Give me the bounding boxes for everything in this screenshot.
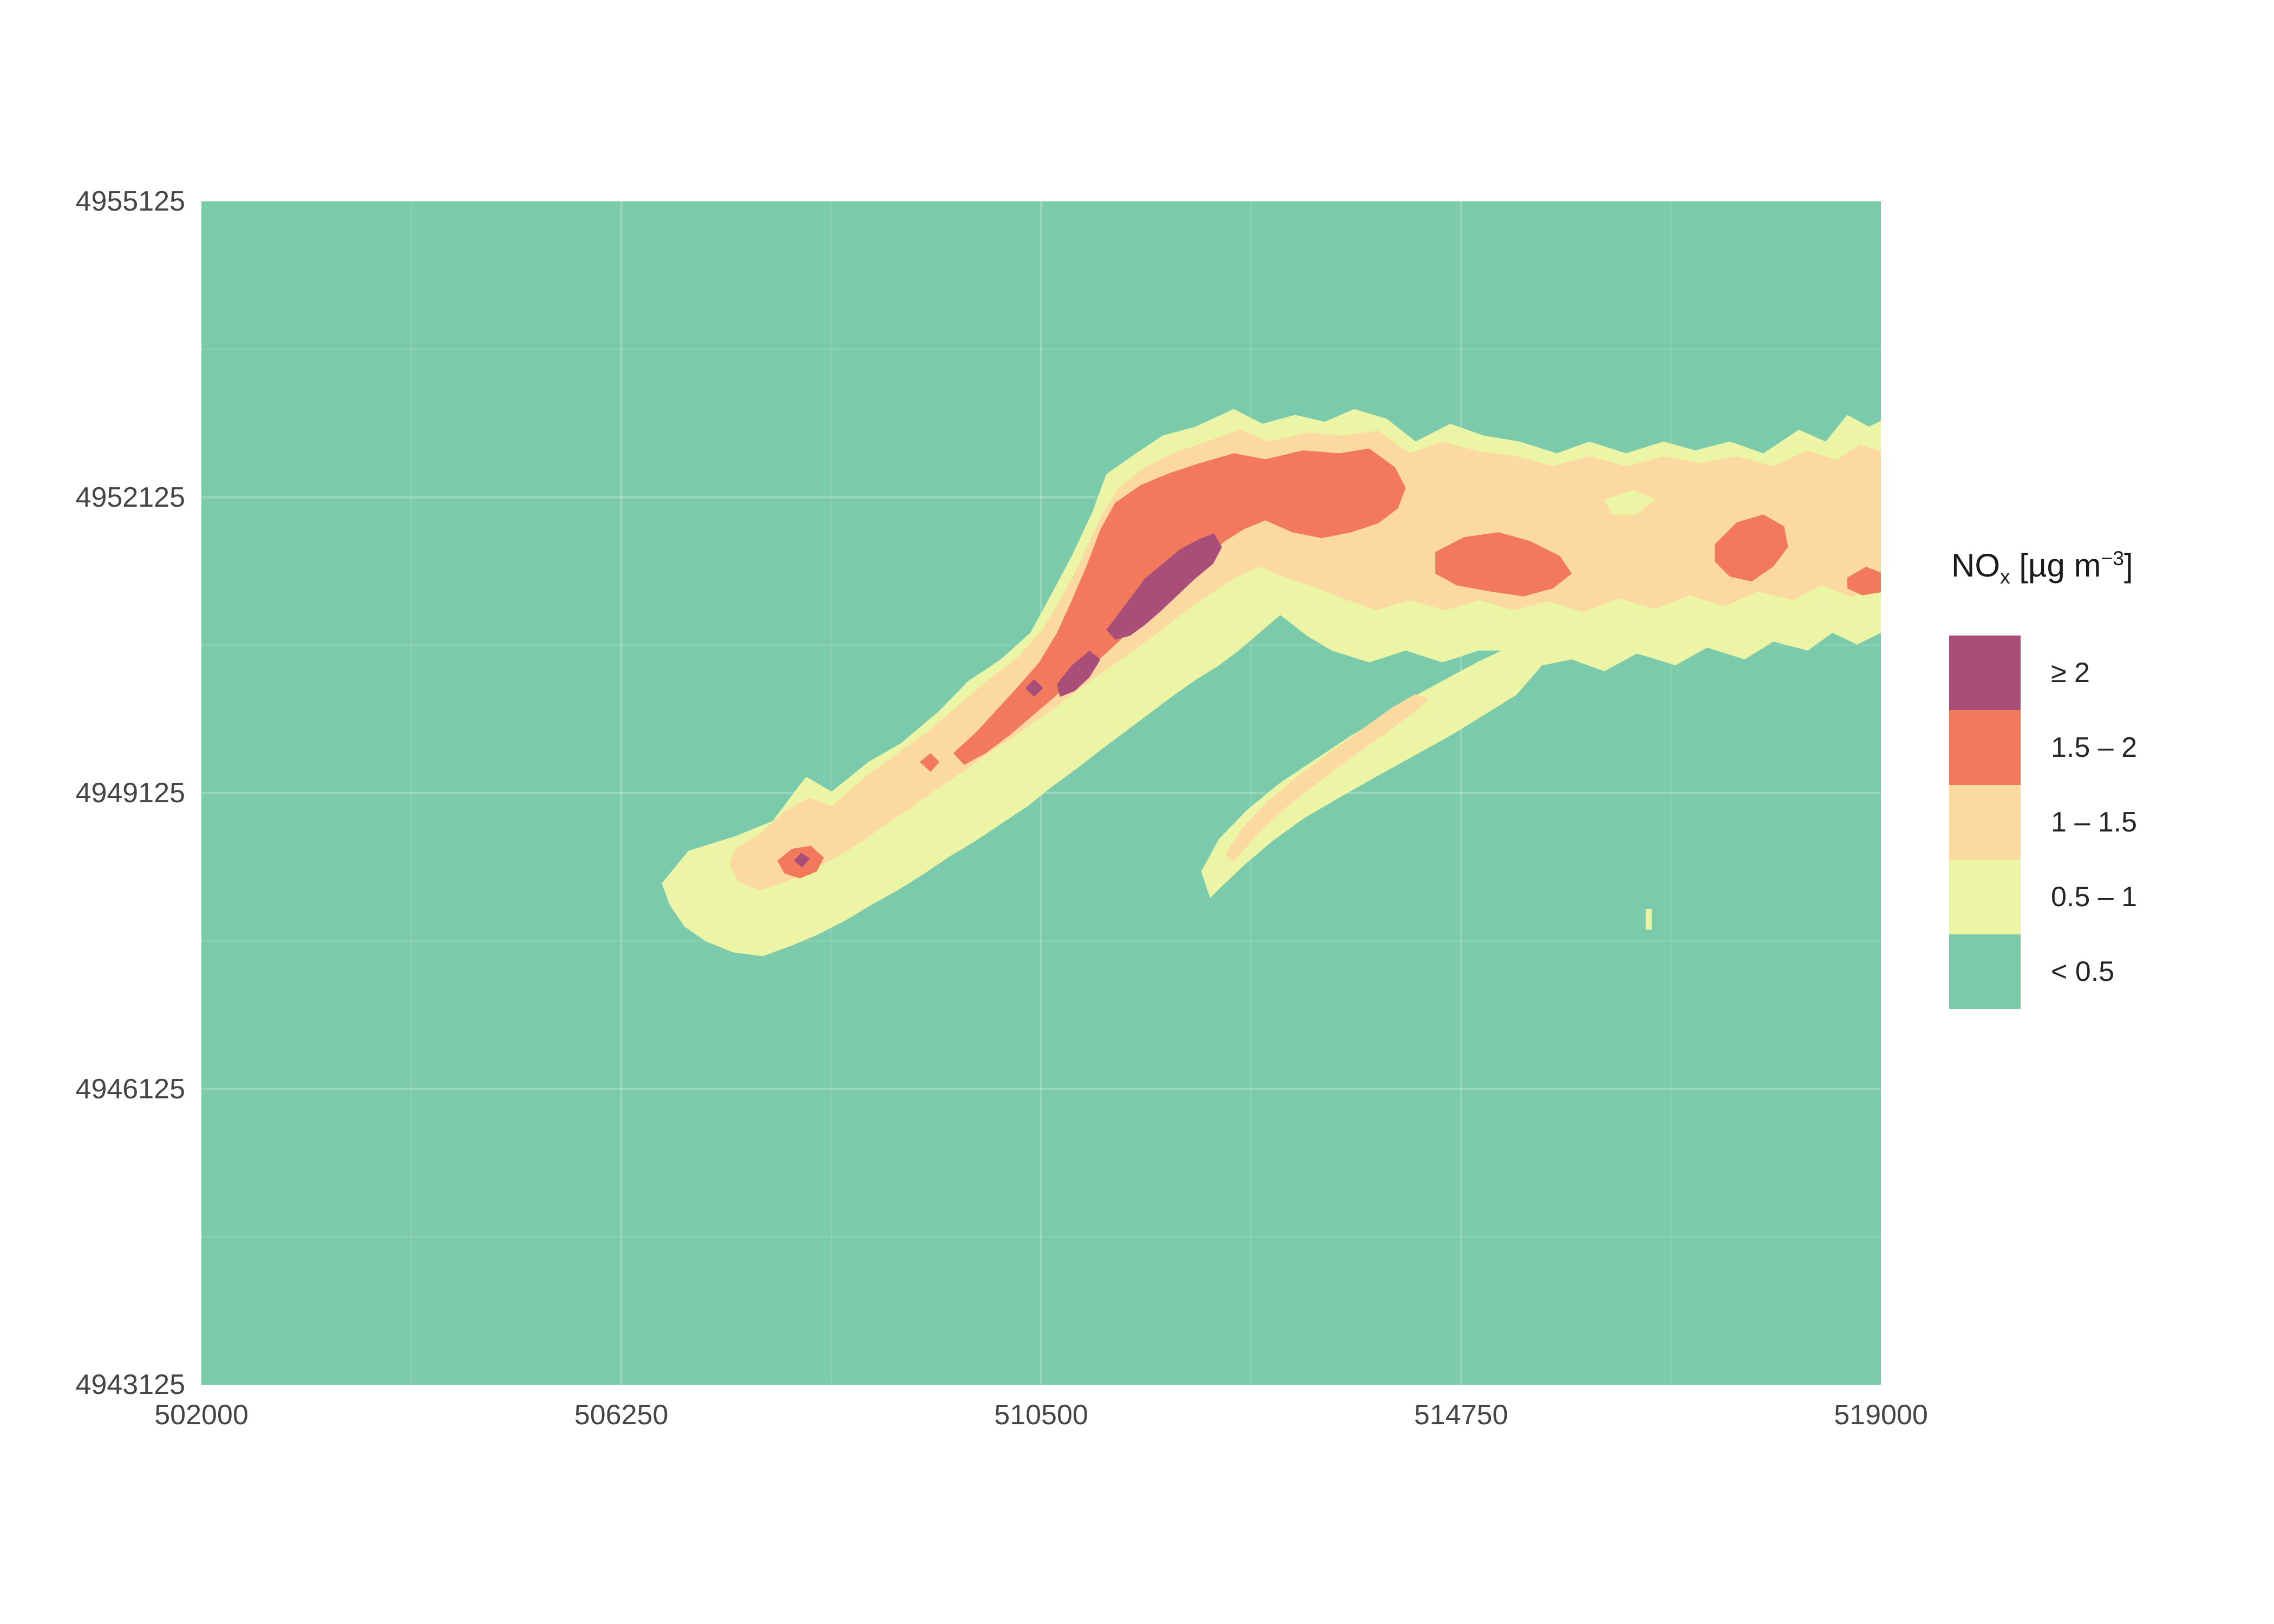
legend-title: NOx [µg m−3] <box>1951 547 2263 587</box>
contour-region-band-2-main <box>1106 533 1222 640</box>
legend: NOx [µg m−3] ≥ 2 1.5 – 2 1 – 1.5 0.5 – 1… <box>1949 547 2263 1009</box>
legend-entry: 1 – 1.5 <box>1949 785 2263 860</box>
x-tick-label: 502000 <box>154 1399 249 1431</box>
legend-title-mid: [µg m <box>2010 547 2101 584</box>
contour-region-band-1p5-right <box>1715 514 1788 582</box>
legend-entry: 0.5 – 1 <box>1949 860 2263 934</box>
y-tick-label: 4946125 <box>75 1073 185 1105</box>
legend-entry-label: 0.5 – 1 <box>2051 881 2138 913</box>
contour-map <box>201 201 1881 1385</box>
legend-swatch-ge2 <box>1949 636 2021 710</box>
x-tick-label: 514750 <box>1414 1399 1508 1431</box>
y-tick-label: 4949125 <box>75 777 185 809</box>
legend-swatch-lt0p5 <box>1949 934 2021 1009</box>
legend-entry-label: ≥ 2 <box>2051 657 2090 689</box>
contour-region-band-1p5-edge <box>1847 566 1881 595</box>
legend-entry: 1.5 – 2 <box>1949 710 2263 785</box>
x-tick-label: 506250 <box>574 1399 669 1431</box>
legend-swatch-1p5-2 <box>1949 710 2021 785</box>
contour-region-yellow-speck-south <box>1645 909 1652 930</box>
contour-region-band-1p5-mid <box>1435 532 1572 597</box>
contour-region-band-1-arm <box>1225 693 1429 862</box>
legend-entry-label: 1.5 – 2 <box>2051 732 2138 763</box>
y-tick-label: 4952125 <box>75 481 185 513</box>
contour-region-band-2-dot <box>1025 679 1043 697</box>
legend-entry-label: < 0.5 <box>2051 956 2115 987</box>
legend-entry: < 0.5 <box>1949 934 2263 1009</box>
legend-swatch-0p5-1 <box>1949 860 2021 934</box>
contour-region-band-2-lowerleft <box>794 853 810 868</box>
legend-title-suffix: ] <box>2123 547 2133 584</box>
contour-region-band-1-main <box>729 429 1881 890</box>
legend-swatch-1-1p5 <box>1949 785 2021 860</box>
x-tick-label: 519000 <box>1834 1399 1928 1431</box>
y-tick-label: 4955125 <box>75 186 185 217</box>
contour-region-yellow-island-right <box>1604 489 1656 515</box>
contour-region-band-2-second <box>1057 650 1101 697</box>
y-tick-label: 4943125 <box>75 1369 185 1400</box>
legend-entries: ≥ 2 1.5 – 2 1 – 1.5 0.5 – 1 < 0.5 <box>1949 636 2263 1009</box>
legend-entry: ≥ 2 <box>1949 636 2263 710</box>
legend-entry-label: 1 – 1.5 <box>2051 807 2138 838</box>
contour-region-band-1p5-dot <box>919 753 940 772</box>
legend-title-subscript: x <box>2000 565 2010 588</box>
legend-title-prefix: NO <box>1951 547 2000 584</box>
legend-title-superscript: −3 <box>2101 547 2124 569</box>
x-tick-label: 510500 <box>994 1399 1088 1431</box>
plot-panel <box>201 201 1881 1385</box>
